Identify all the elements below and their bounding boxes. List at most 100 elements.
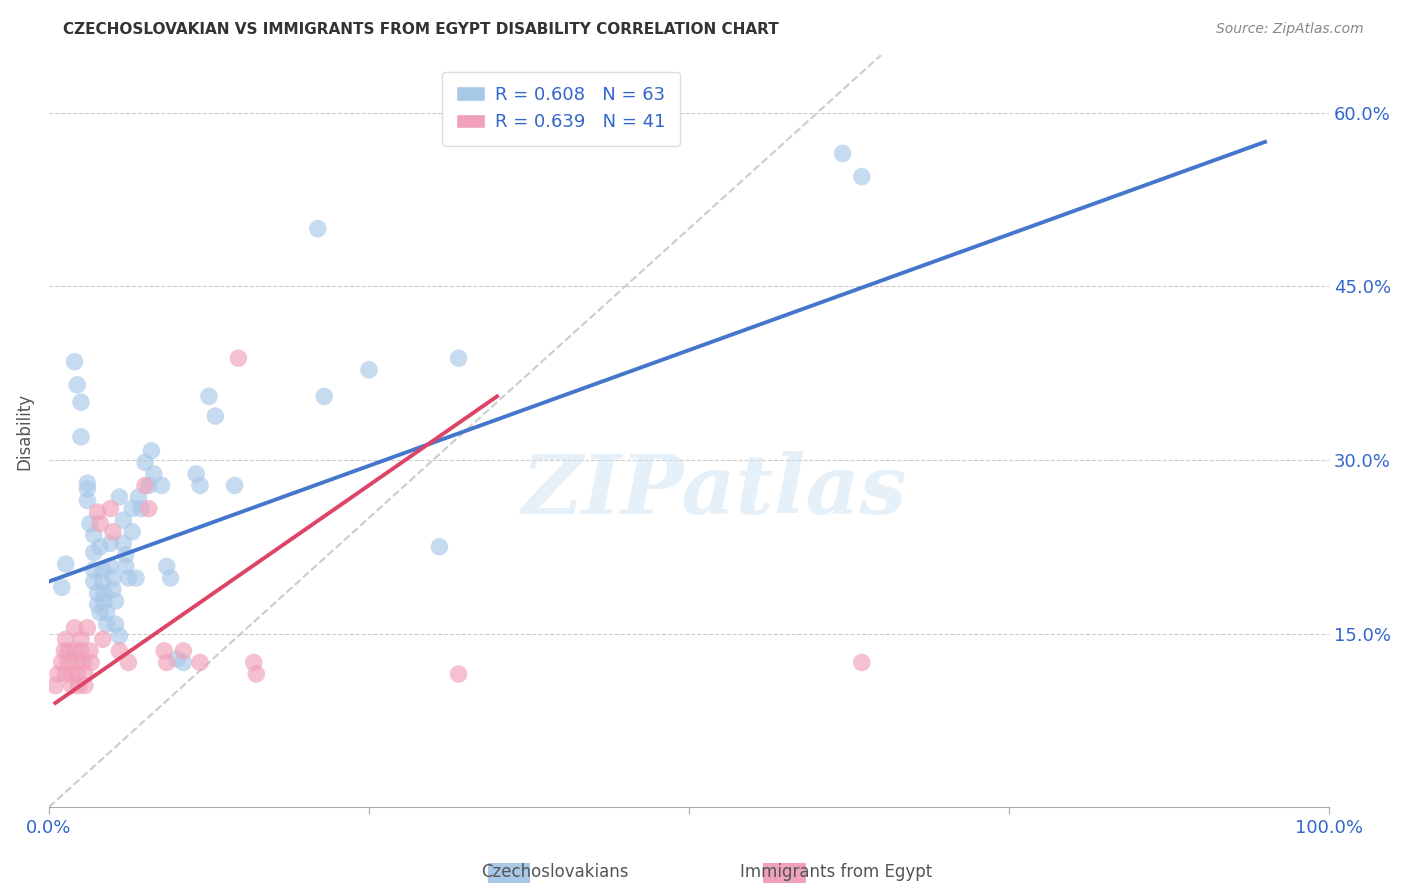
- Point: [112, 536, 135, 550]
- Point: [156, 559, 179, 574]
- Point: [46, 667, 69, 681]
- Point: [186, 467, 208, 481]
- Point: [55, 667, 77, 681]
- Point: [114, 548, 136, 562]
- Point: [121, 501, 143, 516]
- Point: [76, 482, 98, 496]
- Point: [70, 430, 93, 444]
- Point: [112, 513, 135, 527]
- Point: [56, 644, 79, 658]
- Point: [53, 644, 76, 658]
- Text: ZIPatlas: ZIPatlas: [522, 451, 907, 532]
- Point: [172, 656, 194, 670]
- Point: [89, 606, 111, 620]
- Point: [150, 478, 173, 492]
- Point: [159, 571, 181, 585]
- Point: [447, 667, 470, 681]
- Point: [66, 377, 89, 392]
- Point: [89, 540, 111, 554]
- Point: [314, 389, 336, 403]
- Point: [73, 679, 96, 693]
- Point: [108, 490, 131, 504]
- Point: [172, 644, 194, 658]
- Point: [86, 586, 108, 600]
- Point: [134, 455, 156, 469]
- Point: [70, 632, 93, 647]
- Point: [134, 478, 156, 492]
- Point: [83, 528, 105, 542]
- Point: [63, 621, 86, 635]
- Point: [831, 146, 853, 161]
- Point: [83, 563, 105, 577]
- Point: [101, 571, 124, 585]
- Point: [76, 476, 98, 491]
- Point: [100, 559, 122, 574]
- Y-axis label: Disability: Disability: [15, 392, 32, 470]
- Point: [51, 656, 73, 670]
- Point: [91, 574, 114, 589]
- Point: [188, 656, 211, 670]
- Point: [91, 632, 114, 647]
- Text: Czechoslovakians: Czechoslovakians: [482, 863, 628, 881]
- Point: [228, 351, 250, 366]
- Point: [55, 632, 77, 647]
- Point: [166, 652, 188, 666]
- Point: [100, 536, 122, 550]
- Point: [60, 679, 83, 693]
- Point: [86, 505, 108, 519]
- Point: [80, 656, 103, 670]
- Point: [79, 516, 101, 531]
- Point: [70, 395, 93, 409]
- Point: [447, 351, 470, 366]
- Point: [56, 656, 79, 670]
- Point: [83, 545, 105, 559]
- Point: [44, 679, 66, 693]
- Point: [93, 594, 115, 608]
- Point: [67, 679, 90, 693]
- Point: [117, 571, 139, 585]
- Point: [76, 621, 98, 635]
- Point: [55, 557, 77, 571]
- Point: [307, 221, 329, 235]
- Point: [204, 409, 226, 423]
- Point: [357, 363, 380, 377]
- Legend: R = 0.608   N = 63, R = 0.639   N = 41: R = 0.608 N = 63, R = 0.639 N = 41: [443, 71, 679, 145]
- Point: [91, 563, 114, 577]
- Point: [141, 443, 163, 458]
- Point: [224, 478, 246, 492]
- Point: [851, 169, 873, 184]
- Point: [138, 478, 160, 492]
- Point: [245, 667, 267, 681]
- Point: [104, 617, 127, 632]
- Text: Source: ZipAtlas.com: Source: ZipAtlas.com: [1216, 22, 1364, 37]
- Point: [96, 617, 118, 632]
- Point: [93, 586, 115, 600]
- Point: [73, 667, 96, 681]
- Point: [156, 656, 179, 670]
- Point: [70, 644, 93, 658]
- Point: [242, 656, 264, 670]
- Point: [188, 478, 211, 492]
- Point: [72, 656, 94, 670]
- Point: [96, 606, 118, 620]
- Point: [128, 490, 150, 504]
- Point: [198, 389, 221, 403]
- Point: [86, 598, 108, 612]
- Point: [66, 667, 89, 681]
- Text: Immigrants from Egypt: Immigrants from Egypt: [741, 863, 932, 881]
- Point: [83, 574, 105, 589]
- Point: [60, 667, 83, 681]
- Point: [101, 582, 124, 597]
- Point: [153, 644, 176, 658]
- Point: [108, 629, 131, 643]
- Point: [129, 501, 152, 516]
- Text: CZECHOSLOVAKIAN VS IMMIGRANTS FROM EGYPT DISABILITY CORRELATION CHART: CZECHOSLOVAKIAN VS IMMIGRANTS FROM EGYPT…: [63, 22, 779, 37]
- Point: [108, 644, 131, 658]
- Point: [125, 571, 148, 585]
- Point: [851, 656, 873, 670]
- Point: [76, 493, 98, 508]
- Point: [114, 559, 136, 574]
- Point: [51, 580, 73, 594]
- Point: [100, 501, 122, 516]
- Point: [121, 524, 143, 539]
